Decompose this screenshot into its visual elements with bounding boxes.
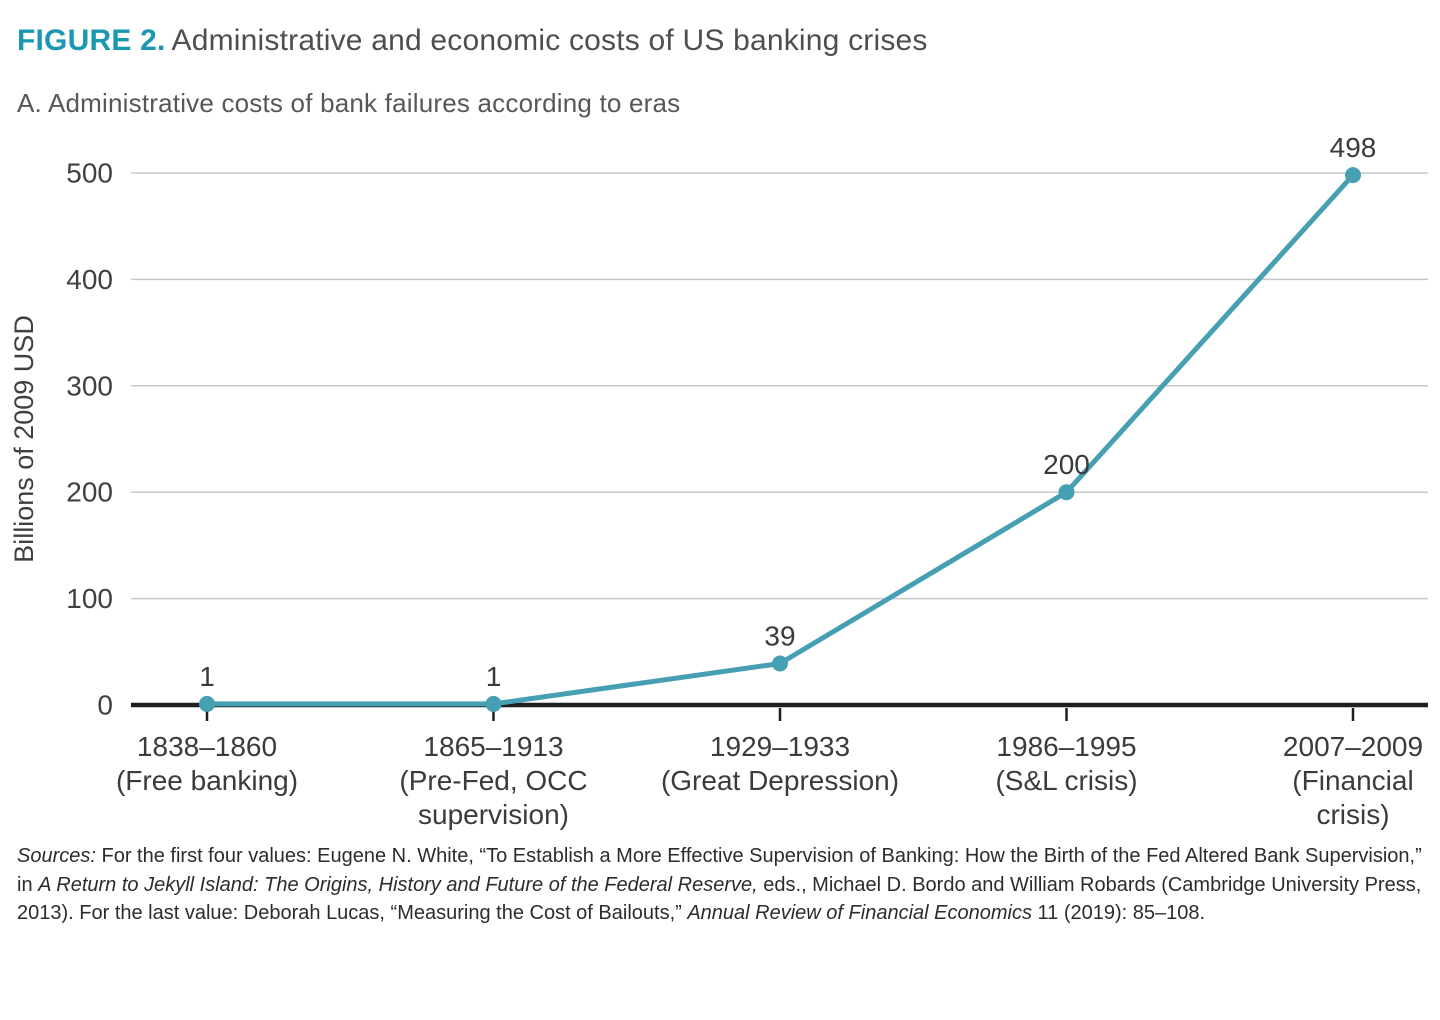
sources-segment: For the first four values: Eugene N. Whi…: [17, 845, 1422, 896]
data-point-label: 39: [764, 621, 795, 652]
y-axis-tick-label: 300: [66, 370, 113, 401]
y-axis-tick-label: 200: [66, 477, 113, 508]
x-axis-category-label: (Great Depression): [661, 765, 899, 796]
y-axis-tick-label: 400: [66, 264, 113, 295]
x-axis-category-label: (S&L crisis): [995, 765, 1137, 796]
data-point-label: 1: [486, 661, 502, 692]
x-axis-category-label: supervision): [418, 799, 569, 830]
x-axis-category-label: (Financial: [1292, 765, 1413, 796]
x-axis-category-label: 2007–2009: [1283, 731, 1423, 762]
x-axis-category-label: 1986–1995: [996, 731, 1136, 762]
x-axis-category-label: crisis): [1316, 799, 1389, 830]
data-point: [1345, 167, 1361, 184]
data-point-label: 200: [1043, 449, 1090, 480]
data-point-label: 1: [199, 661, 215, 692]
figure-title: Administrative and economic costs of US …: [171, 24, 928, 57]
figure-number-label: FIGURE 2.: [17, 24, 166, 57]
y-axis-title: Billions of 2009 USD: [9, 315, 39, 563]
x-axis-category-label: (Free banking): [116, 765, 298, 796]
data-point: [1058, 484, 1075, 501]
y-axis-tick-label: 500: [66, 158, 113, 189]
sources-segment: Sources:: [17, 845, 96, 867]
y-axis-tick-label: 0: [97, 690, 113, 721]
sources-segment: Annual Review of Financial Economics: [687, 902, 1032, 924]
sources-segment: A Return to Jekyll Island: The Origins, …: [38, 873, 758, 896]
data-point: [199, 695, 215, 712]
sources-note: Sources: For the first four values: Euge…: [17, 842, 1427, 928]
sources-segment: 11 (2019): 85–108.: [1031, 902, 1206, 924]
figure-heading: FIGURE 2. Administrative and economic cos…: [17, 24, 928, 58]
panel-title: A. Administrative costs of bank failures…: [17, 88, 681, 118]
sources-segment: eds., Michael D. Bordo and William Robar…: [17, 873, 1422, 925]
y-axis-tick-label: 100: [66, 583, 113, 614]
x-axis-category-label: (Pre-Fed, OCC: [399, 765, 587, 796]
data-point: [772, 655, 788, 672]
data-point: [485, 695, 502, 712]
data-point-label: 498: [1330, 132, 1377, 163]
x-axis-category-label: 1838–1860: [137, 731, 277, 762]
x-axis-category-label: 1865–1913: [423, 731, 563, 762]
x-axis-category-label: 1929–1933: [710, 731, 850, 762]
